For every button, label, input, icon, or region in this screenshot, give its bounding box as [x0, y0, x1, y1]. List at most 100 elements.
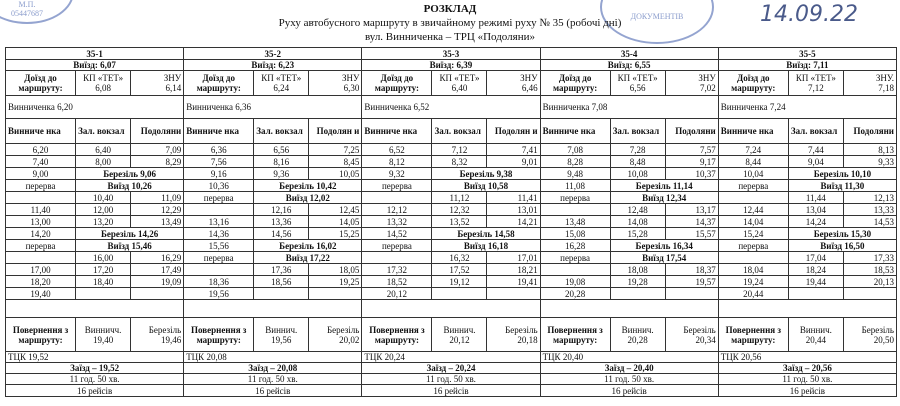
time-cell: 12,12	[361, 203, 433, 216]
time-cell: 9,48	[539, 167, 611, 180]
column-header: Подоляни	[842, 118, 898, 144]
time-cell: 7,25	[308, 143, 363, 156]
duration: 11 год. 50 хв.	[183, 373, 363, 385]
time-cell: 9,00	[4, 167, 77, 180]
time-cell: 6,56	[253, 143, 310, 156]
time-cell: 13,04	[787, 203, 844, 216]
time-cell: 7,41	[486, 143, 541, 156]
stop-cell: Винничч. 19,40	[75, 317, 132, 352]
stop-name: ЗНУ.	[875, 73, 894, 83]
route-name: вул. Винниченка – ТРЦ «Подоляни»	[364, 31, 535, 43]
time-cell: 15,56	[183, 239, 255, 252]
time-cell	[787, 287, 844, 300]
time-cell: 15,08	[539, 227, 611, 240]
time-cell: 19,09	[130, 275, 185, 288]
time-cell: 14,08	[609, 215, 666, 228]
time-cell: Березіль 9,06	[75, 167, 185, 180]
time-cell	[717, 251, 789, 264]
trip-count: 16 рейсів	[717, 384, 898, 397]
stop-cell: Березіль 20,34	[664, 317, 719, 352]
time-cell: 14,53	[842, 215, 898, 228]
time-cell: 7,56	[183, 155, 255, 168]
column-header: Винниче нка	[4, 118, 77, 144]
time-cell: 12,16	[253, 203, 310, 216]
time-cell: 14,36	[183, 227, 255, 240]
time-cell: 17,00	[4, 263, 77, 276]
row: 17,00 17,20 17,49 17,36 18,05 17,32 17,52 18,21…	[4, 263, 898, 276]
time-cell: 17,33	[842, 251, 898, 264]
time-cell: 20,12	[361, 287, 433, 300]
time-cell: 10,08	[609, 167, 666, 180]
stop-label: Доїзд до маршруту:	[717, 70, 789, 96]
time-cell: 10,04	[717, 167, 789, 180]
time-cell: 19,44	[787, 275, 844, 288]
stop-cell: КП «ТЕТ» 6,40	[431, 70, 488, 96]
time-cell: 18,21	[486, 263, 541, 276]
time-cell: Виїзд 12,02	[253, 191, 363, 204]
depot-time: ТЦК 20,40	[539, 351, 719, 363]
time-cell: 13,32	[361, 215, 433, 228]
stop-time: 20,02	[339, 334, 360, 345]
time-cell: 19,08	[539, 275, 611, 288]
gap	[4, 299, 185, 318]
stop-time: 6,40	[451, 83, 468, 93]
row: 16 рейсів 16 рейсів 16 рейсів 16 рейсів 16 р…	[4, 384, 898, 397]
time-cell	[130, 287, 185, 300]
time-cell: 15,24	[717, 227, 789, 240]
gap	[183, 299, 363, 318]
time-cell: 19,57	[664, 275, 719, 288]
time-cell: 12,44	[717, 203, 789, 216]
time-cell: перерва	[717, 179, 789, 192]
time-cell: Виїзд 16,50	[787, 239, 898, 252]
time-cell: 13,17	[664, 203, 719, 216]
row: 10,40 11,09 перерва Виїзд 12,02 11,12 11,41 пе…	[4, 191, 898, 204]
route-number: 35-3	[361, 47, 541, 60]
time-cell	[539, 203, 611, 216]
column-header: Подолян и	[308, 118, 363, 144]
time-cell: 18,53	[842, 263, 898, 276]
time-cell: 13,33	[842, 203, 898, 216]
row: 13,00 13,20 13,49 13,16 13,36 14,05 13,32 13,52…	[4, 215, 898, 228]
time-cell: 19,28	[609, 275, 666, 288]
time-cell: 14,56	[253, 227, 310, 240]
time-cell: 12,29	[130, 203, 185, 216]
time-cell: 9,16	[183, 167, 255, 180]
column-header: Зал. вокзал	[431, 118, 488, 144]
duration: 11 год. 50 хв.	[4, 373, 185, 385]
row: Доїзд до маршруту: КП «ТЕТ» 6,08 ЗНУ 6,14 Дої…	[4, 70, 898, 96]
start-stop: Винниченка 6,36	[183, 95, 363, 119]
time-cell: 14,37	[664, 215, 719, 228]
time-cell: 11,41	[486, 191, 541, 204]
column-header: Подоляни	[664, 118, 719, 144]
time-cell: 20,13	[842, 275, 898, 288]
time-cell: 14,04	[717, 215, 789, 228]
time-cell: 17,52	[431, 263, 488, 276]
time-cell: 8,32	[431, 155, 488, 168]
row: Виїзд: 6,07 Виїзд: 6,23 Виїзд: 6,39 Виїзд: …	[4, 59, 898, 71]
row: Заїзд – 19,52 Заїзд – 20,08 Заїзд – 20,24 З…	[4, 362, 898, 374]
stop-label: Повернення з маршруту:	[4, 317, 77, 352]
stop-name: ЗНУ	[163, 73, 182, 83]
duration: 11 год. 50 хв.	[539, 373, 719, 385]
time-cell: 8,29	[130, 155, 185, 168]
stop-time: 7,02	[700, 83, 716, 93]
row: 35-1 35-2 35-3 35-4 35-5	[4, 47, 898, 60]
time-cell	[842, 287, 898, 300]
stop-name: Березіль	[505, 324, 538, 335]
time-cell: перерва	[361, 179, 433, 192]
time-cell: Березіль 16,34	[609, 239, 719, 252]
time-cell: 6,52	[361, 143, 433, 156]
time-cell	[486, 287, 541, 300]
time-cell: 7,57	[664, 143, 719, 156]
time-cell: 19,56	[183, 287, 255, 300]
time-cell: 13,16	[183, 215, 255, 228]
time-cell: Березіль 14,58	[431, 227, 541, 240]
time-cell: 8,48	[609, 155, 666, 168]
depot-time: ТЦК 20,56	[717, 351, 898, 363]
exit-time: Виїзд: 6,07	[4, 59, 185, 71]
row	[4, 299, 898, 318]
stop-name: Березіль	[861, 324, 894, 335]
time-cell: 12,45	[308, 203, 363, 216]
row: Винниче нка Зал. вокзал Подоляни Винниче нк…	[4, 118, 898, 144]
